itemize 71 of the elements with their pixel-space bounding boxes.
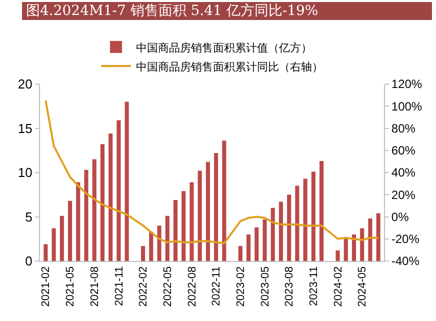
line-series [44, 100, 380, 244]
bar [262, 219, 267, 261]
y2-tick-label: 80% [391, 121, 416, 136]
bar [84, 170, 88, 261]
y2-tick-label: 40% [391, 166, 416, 180]
y2-tick-label: 60% [391, 144, 416, 158]
bar [116, 120, 121, 261]
bar [336, 250, 340, 261]
bar [270, 208, 275, 261]
y-tick-label: 0 [25, 254, 32, 269]
bar [344, 238, 348, 261]
y2-tick-label: -20% [391, 232, 420, 246]
bar [222, 140, 226, 261]
y2-tick-label: 0% [391, 210, 410, 224]
legend-label: 中国商品房销售面积累计同比（右轴） [136, 60, 323, 74]
bar [76, 182, 80, 261]
bar [108, 134, 113, 261]
bar [311, 172, 316, 261]
bar [100, 144, 104, 261]
x-tick-label: 2021-05 [64, 266, 77, 307]
y2-tick-label: 100% [391, 99, 422, 114]
chart-title: 图4.2024M1-7 销售面积 5.41 亿方同比-19% [22, 2, 432, 20]
bar [238, 246, 242, 261]
y-tick-label: 5 [25, 209, 32, 224]
bar [295, 186, 300, 261]
y2-tick-label: -40% [391, 254, 420, 268]
x-tick-label: 2022-11 [210, 266, 223, 306]
x-tick-label: 2023-11 [308, 266, 320, 306]
bar [190, 182, 194, 261]
x-tick-label: 2022-08 [186, 266, 198, 307]
x-tick-label: 2024-02 [332, 266, 344, 307]
x-tick-label: 2023-08 [284, 266, 296, 307]
x-tick-label: 2021-11 [113, 266, 126, 306]
bar [206, 162, 210, 261]
bar [278, 202, 283, 261]
bar [44, 244, 48, 261]
bar [165, 216, 170, 261]
bar [360, 228, 364, 261]
y2-tick-label: 120% [391, 77, 422, 92]
x-tick-label: 2023-02 [234, 266, 247, 307]
y2-tick-label: 20% [391, 188, 416, 202]
y-tick-label: 10 [18, 165, 32, 180]
bar [173, 200, 178, 261]
x-tick-label: 2023-05 [259, 266, 272, 307]
x-tick-label: 2021-02 [40, 266, 52, 307]
x-tick-label: 2024-05 [356, 266, 369, 307]
bar [141, 246, 146, 261]
bar [182, 191, 186, 261]
bar [149, 232, 154, 261]
x-tick-label: 2022-05 [162, 266, 174, 307]
bar [60, 216, 64, 261]
bar [376, 213, 380, 261]
bar [320, 161, 324, 261]
bar [157, 226, 162, 261]
bar [303, 178, 308, 261]
y-tick-label: 20 [18, 76, 32, 92]
bar [198, 170, 202, 261]
legend-label: 中国商品房销售面积累计值（亿方） [136, 41, 312, 54]
bar [124, 102, 129, 261]
bar [52, 228, 56, 261]
y-tick-label: 15 [18, 120, 32, 136]
bar [254, 227, 259, 261]
bar [68, 200, 72, 261]
x-tick-label: 2022-02 [138, 266, 150, 307]
bar [287, 194, 292, 261]
bar [368, 218, 372, 261]
bar [352, 234, 356, 261]
bar [246, 234, 251, 261]
bar [214, 153, 218, 261]
x-tick-label: 2021-08 [88, 266, 101, 307]
bar [92, 159, 96, 261]
